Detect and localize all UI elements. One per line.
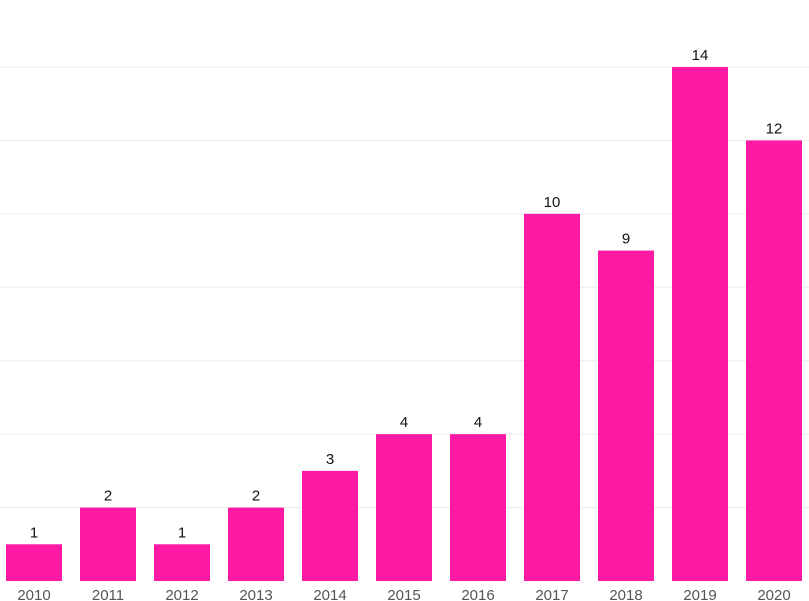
value-label-2020: 12	[766, 120, 783, 137]
x-tick-label-2016: 2016	[461, 587, 494, 601]
value-label-2011: 2	[104, 488, 112, 505]
value-label-2012: 1	[178, 524, 186, 541]
bar-2012	[154, 544, 210, 581]
bar-2010	[6, 544, 62, 581]
value-label-2017: 10	[544, 194, 561, 211]
x-tick-label-2019: 2019	[683, 587, 716, 601]
value-label-2016: 4	[474, 414, 482, 431]
value-label-2015: 4	[400, 414, 408, 431]
bar-2011	[80, 507, 136, 581]
value-label-2018: 9	[622, 231, 630, 248]
x-tick-label-2013: 2013	[239, 587, 272, 601]
x-tick-label-2020: 2020	[757, 587, 790, 601]
x-tick-label-2011: 2011	[92, 587, 124, 601]
bar-2013	[228, 507, 284, 581]
x-axis: 2010 2011 2012 2013 2014 2015 2016 2017 2018 2019…	[17, 587, 790, 601]
x-tick-label-2012: 2012	[165, 587, 198, 601]
bar-2019	[672, 67, 728, 581]
x-tick-label-2017: 2017	[535, 587, 568, 601]
bar-2015	[376, 434, 432, 581]
bar-2014	[302, 470, 358, 581]
x-tick-label-2018: 2018	[609, 587, 642, 601]
gridlines	[0, 66, 809, 509]
bar-2016	[450, 434, 506, 581]
value-label-2019: 14	[692, 47, 709, 64]
x-tick-label-2015: 2015	[387, 587, 420, 601]
value-label-2014: 3	[326, 451, 334, 468]
bar-2018	[598, 250, 654, 582]
bar-2017	[524, 213, 580, 581]
bar-2020	[746, 140, 802, 581]
bars	[6, 67, 802, 582]
x-tick-label-2014: 2014	[313, 587, 346, 601]
value-label-2013: 2	[252, 488, 260, 505]
x-tick-label-2010: 2010	[17, 587, 50, 601]
value-label-2010: 1	[30, 524, 38, 541]
